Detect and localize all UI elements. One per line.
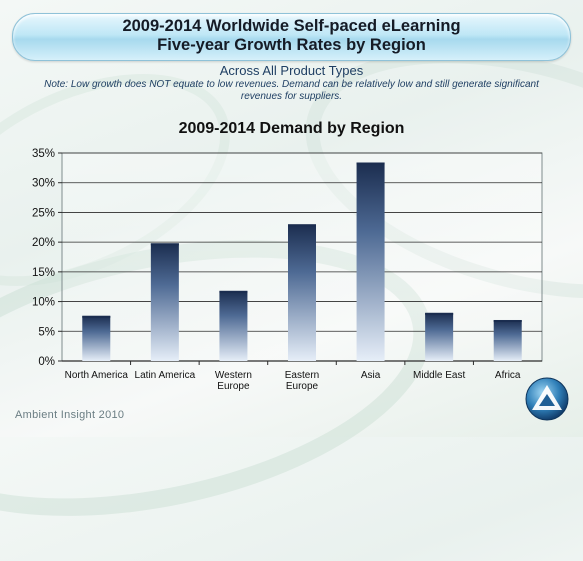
y-tick-label: 15% (32, 267, 55, 279)
bar-top-edge (288, 224, 316, 227)
title-banner: 2009-2014 Worldwide Self-paced eLearning… (12, 13, 571, 61)
bar (150, 243, 179, 361)
page-title-line1: 2009-2014 Worldwide Self-paced eLearning (122, 17, 461, 35)
bar-top-edge (425, 312, 454, 315)
x-tick-label: Middle East (413, 370, 465, 381)
x-tick-label: Western Europe (215, 370, 252, 392)
bar (219, 290, 248, 361)
bar (356, 162, 385, 361)
x-tick-label: Eastern Europe (285, 370, 319, 392)
y-tick-label: 35% (32, 148, 55, 160)
y-tick-label: 10% (32, 297, 55, 309)
bar-top-edge (82, 315, 111, 318)
bar-top-edge (356, 162, 385, 165)
chart-title: 2009-2014 Demand by Region (178, 120, 405, 137)
page-title-line2: Five-year Growth Rates by Region (157, 36, 426, 54)
triangle-logo-icon (525, 377, 569, 421)
x-tick-label: North America (65, 370, 129, 381)
bar-top-edge (493, 319, 522, 322)
y-tick-label: 20% (32, 237, 55, 249)
bar-top-edge (150, 243, 179, 246)
bar (425, 312, 454, 361)
footer-credit: Ambient Insight 2010 (15, 409, 125, 421)
bar-chart: 0% 5% 10% 15% 20% 25% 30% 35% North America Latin… (32, 148, 543, 392)
bar (288, 224, 316, 361)
note-text: Note: Low growth does NOT equate to low … (44, 79, 539, 102)
page-subtitle: Across All Product Types (219, 63, 364, 78)
x-tick-label: Latin America (135, 370, 196, 381)
y-tick-label: 30% (32, 178, 55, 190)
x-tick-label: Asia (361, 370, 381, 381)
y-tick-label: 0% (38, 356, 55, 368)
x-tick-label: Africa (495, 370, 521, 381)
bar (493, 319, 522, 361)
bar (82, 315, 111, 361)
y-tick-label: 25% (32, 207, 55, 219)
bar-top-edge (219, 290, 248, 293)
y-tick-label: 5% (38, 326, 55, 338)
